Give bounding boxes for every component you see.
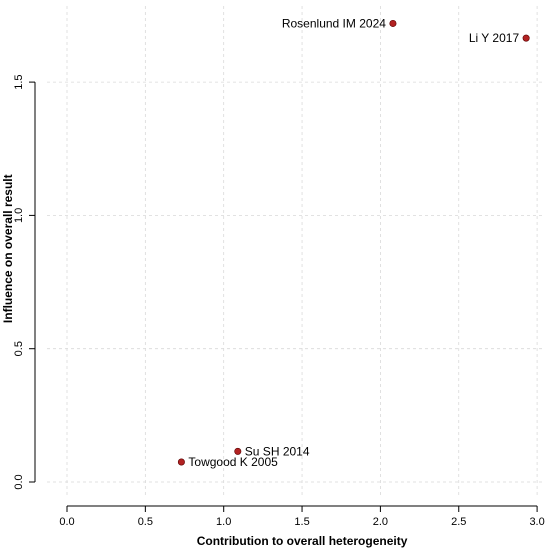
data-point <box>234 447 242 455</box>
x-axis-ticks: 0.0 0.5 1.0 1.5 2.0 2.5 3.0 <box>59 506 545 528</box>
data-point <box>177 458 185 466</box>
x-axis-title: Contribution to overall heterogeneity <box>197 534 408 548</box>
y-tick-label: 1.5 <box>13 74 25 89</box>
y-tick-label: 0.0 <box>13 474 25 489</box>
y-tick-label: 1.0 <box>13 208 25 223</box>
y-tick-label: 0.5 <box>13 341 25 356</box>
y-axis-title: Influence on overall result <box>1 174 15 323</box>
data-point <box>389 19 397 27</box>
point-label: Li Y 2017 <box>469 31 520 45</box>
point-label: Rosenlund IM 2024 <box>282 16 386 30</box>
x-tick-label: 1.5 <box>294 516 309 528</box>
y-axis-ticks: 0.0 0.5 1.0 1.5 <box>13 74 35 490</box>
point-label: Towgood K 2005 <box>188 455 278 469</box>
x-tick-label: 3.0 <box>529 516 544 528</box>
point-label: Su SH 2014 <box>245 444 310 458</box>
x-tick-label: 2.0 <box>373 516 388 528</box>
x-tick-label: 1.0 <box>216 516 231 528</box>
axes <box>34 82 538 507</box>
data-point <box>522 34 530 42</box>
x-tick-label: 0.5 <box>138 516 153 528</box>
grid <box>47 6 542 498</box>
x-tick-label: 2.5 <box>451 516 466 528</box>
x-tick-label: 0.0 <box>59 516 74 528</box>
data-points: Rosenlund IM 2024 Li Y 2017 Su SH 2014Towg… <box>177 16 530 469</box>
